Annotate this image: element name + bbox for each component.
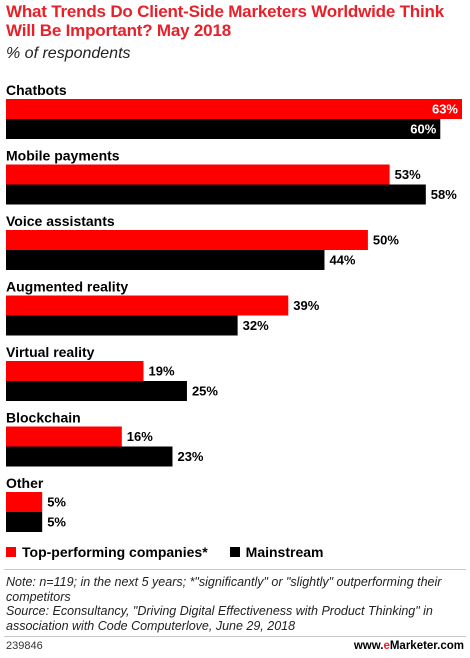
category-label-augmented-reality: Augmented reality (6, 279, 128, 295)
data-label-top-chatbots: 63% (432, 102, 458, 117)
brand-prefix: www. (353, 640, 384, 652)
data-label-mainstream-mobile-payments: 58% (431, 187, 457, 202)
legend-item-top: Top-performing companies* (6, 544, 208, 560)
bar-mainstream-blockchain (6, 446, 173, 467)
bar-mainstream-augmented-reality (6, 315, 238, 336)
data-label-top-mobile-payments: 53% (395, 167, 421, 182)
notes-block: Note: n=119; in the next 5 years; *"sign… (6, 575, 466, 633)
data-label-top-virtual-reality: 19% (149, 364, 175, 379)
bar-top-blockchain (6, 426, 122, 447)
chart-id: 239846 (6, 640, 43, 652)
bar-mainstream-mobile-payments (6, 184, 426, 205)
data-label-mainstream-augmented-reality: 32% (243, 318, 269, 333)
category-label-virtual-reality: Virtual reality (6, 344, 95, 360)
data-label-mainstream-virtual-reality: 25% (192, 384, 218, 399)
bar-mainstream-virtual-reality (6, 381, 187, 401)
brand-rest: Marketer.com (389, 640, 464, 652)
legend-swatch-mainstream (229, 547, 240, 557)
divider-top (4, 569, 466, 570)
footer: 239846 www.eMarketer.com (6, 640, 464, 652)
category-label-blockchain: Blockchain (6, 410, 81, 426)
bar-mainstream-voice-assistants (6, 250, 325, 270)
legend-label-top: Top-performing companies* (22, 544, 208, 560)
brand-e: e (383, 640, 390, 652)
data-label-mainstream-blockchain: 23% (177, 449, 203, 464)
category-label-mobile-payments: Mobile payments (6, 148, 120, 164)
bar-mainstream-other (6, 512, 43, 532)
data-label-mainstream-other: 5% (47, 515, 66, 530)
category-label-voice-assistants: Voice assistants (6, 213, 115, 229)
brand-link[interactable]: www.eMarketer.com (354, 640, 464, 652)
chart-title: What Trends Do Client-Side Marketers Wor… (6, 2, 444, 40)
bar-top-other (6, 492, 43, 512)
legend-label-mainstream: Mainstream (245, 544, 324, 560)
data-label-mainstream-chatbots: 60% (410, 122, 436, 137)
bar-top-voice-assistants (6, 230, 368, 250)
divider-bottom (4, 636, 466, 637)
bar-top-virtual-reality (6, 361, 144, 381)
chart-subtitle: % of respondents (6, 45, 131, 62)
bar-top-chatbots (6, 99, 462, 119)
note-text: Note: n=119; in the next 5 years; *"sign… (6, 575, 442, 604)
data-label-top-augmented-reality: 39% (293, 298, 319, 313)
category-label-chatbots: Chatbots (6, 82, 67, 98)
bar-top-mobile-payments (6, 164, 390, 185)
legend-swatch-top (6, 547, 16, 557)
category-label-other: Other (6, 475, 44, 491)
data-label-top-other: 5% (47, 495, 66, 510)
legend: Top-performing companies* Mainstream (6, 544, 345, 560)
legend-item-mainstream: Mainstream (229, 544, 324, 560)
data-label-top-voice-assistants: 50% (373, 233, 399, 248)
data-label-mainstream-voice-assistants: 44% (329, 253, 355, 268)
bar-top-augmented-reality (6, 295, 289, 316)
bar-mainstream-chatbots (6, 119, 441, 139)
source-text: Source: Econsultancy, "Driving Digital E… (6, 604, 433, 633)
bar-chart: Chatbots 63% 60% Mobile payments 53% 58% Voice… (6, 82, 462, 532)
data-label-top-blockchain: 16% (127, 429, 153, 444)
